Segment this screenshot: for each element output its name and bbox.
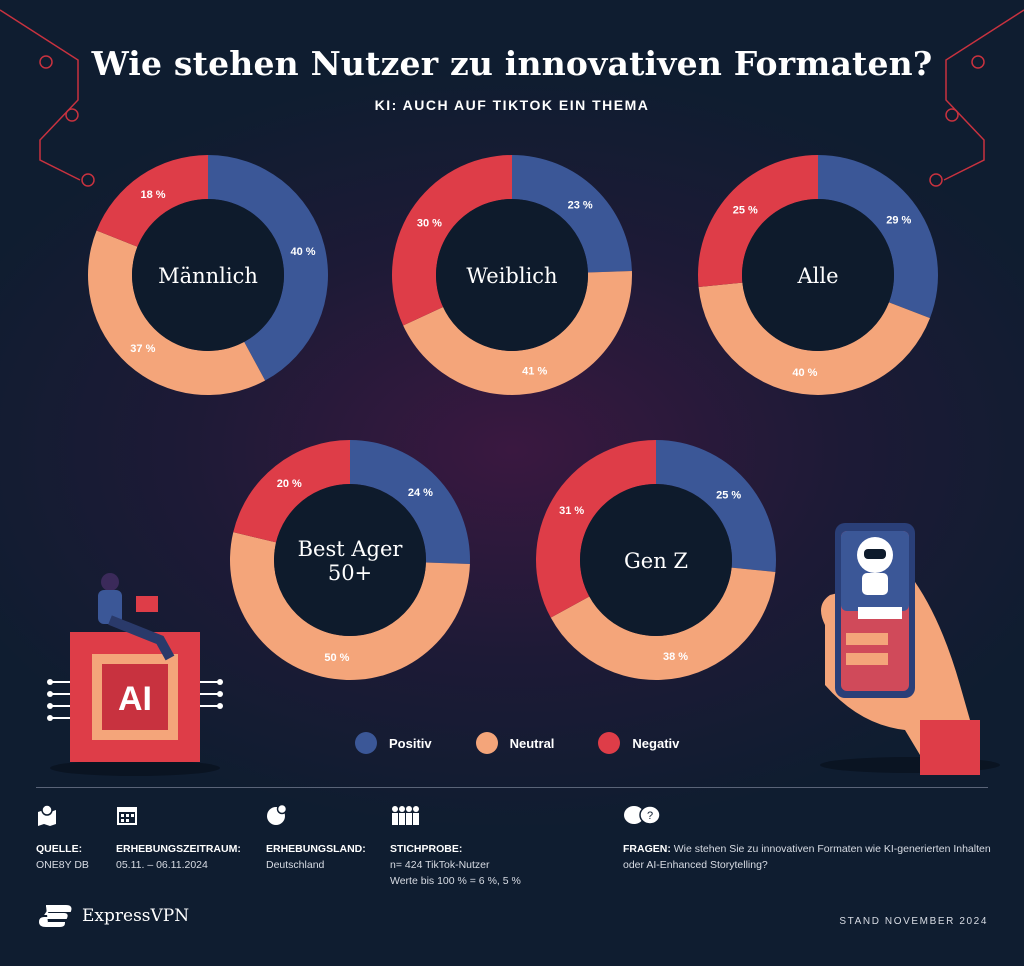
donut-segment-negativ xyxy=(233,440,350,543)
donut-charts: 40 % 37 % 18 % Männlich 23 % 41 % 30 % Weiblich… xyxy=(87,155,938,681)
donut-title: Gen Z xyxy=(624,549,688,573)
donut-segment-neutral xyxy=(403,270,632,396)
data-label: 38 % xyxy=(663,651,688,663)
donut-title: 50+ xyxy=(328,561,372,585)
data-label: 25 % xyxy=(733,204,758,216)
data-label: 23 % xyxy=(568,200,593,212)
footer-source: QUELLE: ONE8Y DB xyxy=(36,804,89,873)
footer-period: ERHEBUNGSZEITRAUM: 05.11. – 06.11.2024 xyxy=(116,804,241,873)
footer-sample: STICHPROBE: n= 424 TikTok-Nutzer Werte b… xyxy=(390,804,521,889)
chart-legend: Positiv Neutral Negativ xyxy=(355,732,723,754)
donut-segment-positiv xyxy=(350,440,470,565)
data-label: 31 % xyxy=(559,505,584,517)
footer-question: ? FRAGEN: Wie stehen Sie zu innovativen … xyxy=(623,804,993,873)
data-label: 24 % xyxy=(408,487,433,499)
data-label: 25 % xyxy=(716,489,741,501)
donut-segment-positiv xyxy=(512,155,632,273)
period-value: 05.11. – 06.11.2024 xyxy=(116,859,208,871)
legend-swatch xyxy=(475,732,498,754)
data-label: 50 % xyxy=(324,652,349,664)
donut-hole xyxy=(274,484,426,636)
donut-segment-positiv xyxy=(208,155,329,381)
svg-text:?: ? xyxy=(647,810,653,822)
data-label: 37 % xyxy=(130,343,155,355)
sample-value: n= 424 TikTok-Nutzer xyxy=(390,859,490,871)
question-text: Wie stehen Sie zu innovativen Formaten w… xyxy=(623,843,991,871)
source-value: ONE8Y DB xyxy=(36,859,89,871)
question-label: FRAGEN: xyxy=(623,843,671,855)
country-label: ERHEBUNGSLAND: xyxy=(266,843,366,855)
country-value: Deutschland xyxy=(266,859,325,871)
stand-date: STAND NOVEMBER 2024 xyxy=(839,916,988,927)
data-label: 29 % xyxy=(886,215,911,227)
sample-note: Werte bis 100 % = 6 %, 5 % xyxy=(390,875,521,887)
footer-country: ERHEBUNGSLAND: Deutschland xyxy=(266,803,366,873)
calendar-icon xyxy=(117,807,137,825)
donut-hole xyxy=(436,199,588,351)
donut-title: Weiblich xyxy=(466,264,557,288)
map-pin-icon xyxy=(38,804,56,826)
period-label: ERHEBUNGSZEITRAUM: xyxy=(116,843,241,855)
donut-title: Alle xyxy=(796,264,838,288)
phone-robot-illustration xyxy=(820,523,1000,775)
data-label: 41 % xyxy=(522,365,547,377)
donut-segment-positiv xyxy=(818,155,938,319)
sample-label: STICHPROBE: xyxy=(390,843,463,855)
donut-hole xyxy=(132,199,284,351)
speech-bubbles-icon: ? xyxy=(624,805,661,825)
source-label: QUELLE: xyxy=(36,843,83,855)
data-label: 40 % xyxy=(792,367,817,379)
donut-hole xyxy=(742,199,894,351)
donut-segment-negativ xyxy=(698,155,818,288)
ai-chip-illustration: AI xyxy=(47,573,223,776)
footer-divider xyxy=(36,787,988,788)
donut-segment-neutral xyxy=(550,567,776,680)
legend-item-negativ: Negativ xyxy=(598,732,679,754)
donut-title: Männlich xyxy=(158,264,258,288)
data-label: 20 % xyxy=(277,478,302,490)
donut-segment-neutral xyxy=(87,230,266,396)
people-group-icon xyxy=(392,806,419,825)
legend-label: Negativ xyxy=(632,735,680,751)
circuit-decoration xyxy=(0,9,1024,187)
legend-item-positiv: Positiv xyxy=(355,732,432,754)
expressvpn-logo-icon xyxy=(38,905,72,927)
legend-swatch xyxy=(598,732,621,754)
legend-swatch xyxy=(355,732,377,754)
data-label: 30 % xyxy=(417,217,442,229)
donut-title: Best Ager xyxy=(298,537,404,561)
chip-label: AI xyxy=(118,680,152,718)
page-subtitle: KI: AUCH AUF TIKTOK EIN THEMA xyxy=(374,97,650,113)
donut-segment-negativ xyxy=(536,439,656,618)
donut-segment-neutral xyxy=(230,532,470,681)
expressvpn-logo: ExpressVPN xyxy=(38,904,189,928)
legend-label: Neutral xyxy=(509,735,555,751)
globe-pin-icon xyxy=(267,803,288,825)
donut-segment-negativ xyxy=(96,155,208,247)
donut-segment-negativ xyxy=(391,155,512,326)
legend-label: Positiv xyxy=(389,735,432,751)
page-title: Wie stehen Nutzer zu innovativen Formate… xyxy=(91,44,933,83)
donut-hole xyxy=(580,484,732,636)
data-label: 40 % xyxy=(290,246,315,258)
brand-name: ExpressVPN xyxy=(82,906,190,926)
donut-segment-positiv xyxy=(656,440,776,573)
data-label: 18 % xyxy=(141,189,166,201)
legend-item-neutral: Neutral xyxy=(475,732,555,754)
donut-segment-neutral xyxy=(698,282,930,396)
